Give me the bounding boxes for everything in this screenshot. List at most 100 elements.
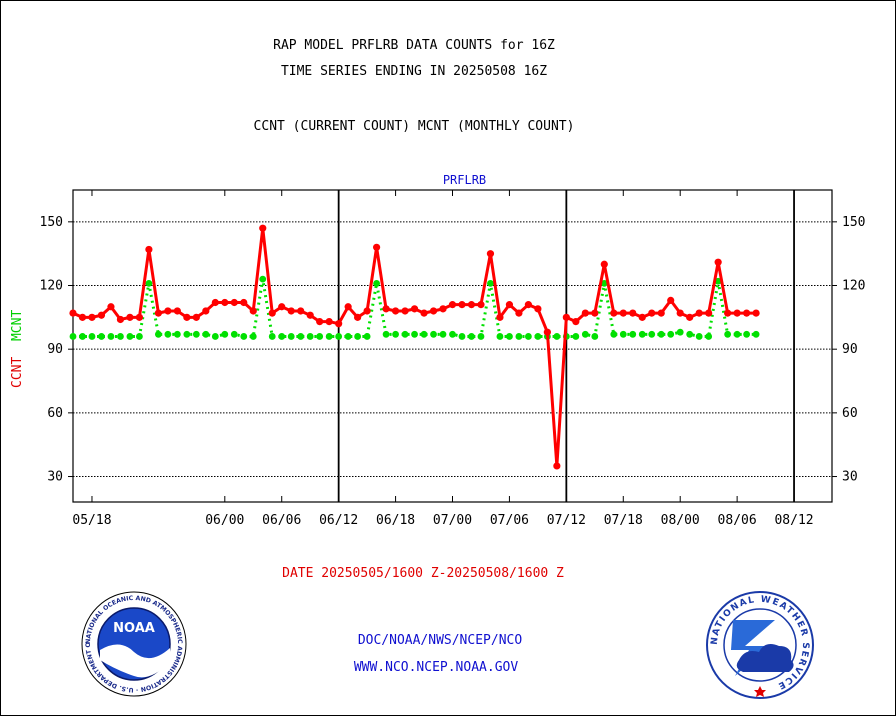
point-mcnt (164, 330, 172, 338)
chart-subtitle: CCNT (CURRENT COUNT) MCNT (MONTHLY COUNT… (253, 119, 575, 134)
x-tick-label: 08/12 (774, 513, 813, 528)
x-tick-label: 07/12 (547, 513, 586, 528)
point-ccnt (496, 313, 504, 321)
point-mcnt (202, 330, 210, 338)
point-mcnt (733, 330, 741, 338)
point-mcnt (439, 330, 447, 338)
point-ccnt (477, 301, 485, 309)
point-ccnt (705, 309, 713, 317)
point-mcnt (211, 333, 219, 340)
chart-title-line1: RAP MODEL PRFLRB DATA COUNTS for 16Z (273, 38, 555, 53)
y-tick-label-right: 90 (842, 342, 858, 357)
point-ccnt (648, 309, 656, 317)
x-tick-label: 06/12 (319, 513, 358, 528)
point-ccnt (135, 313, 144, 321)
point-ccnt (268, 309, 276, 317)
point-ccnt (192, 313, 200, 321)
y-tick-label-left: 30 (47, 470, 63, 485)
org-line-2: WWW.NCO.NCEP.NOAA.GOV (353, 660, 519, 675)
point-mcnt (752, 330, 760, 338)
point-mcnt (392, 330, 399, 338)
org-line-1: DOC/NOAA/NWS/NCEP/NCO (357, 633, 523, 648)
point-mcnt (306, 333, 314, 340)
point-ccnt (572, 317, 580, 326)
point-ccnt (676, 309, 684, 317)
point-mcnt (98, 333, 105, 340)
point-mcnt (192, 330, 200, 338)
point-ccnt (221, 298, 229, 307)
point-mcnt (695, 333, 703, 340)
point-mcnt (79, 333, 86, 340)
x-tick-label: 07/00 (433, 513, 472, 528)
point-mcnt (344, 333, 352, 340)
point-ccnt (410, 305, 419, 313)
y-tick-label-right: 150 (842, 215, 865, 230)
point-ccnt (325, 317, 333, 326)
point-mcnt (657, 330, 665, 338)
x-tick-label: 06/00 (205, 513, 244, 528)
point-ccnt (278, 303, 286, 311)
point-ccnt (164, 307, 172, 315)
point-mcnt (420, 330, 428, 338)
point-ccnt (382, 305, 390, 313)
point-mcnt (363, 333, 371, 340)
point-mcnt (354, 333, 362, 340)
point-mcnt (581, 330, 589, 338)
point-ccnt (752, 309, 760, 317)
point-ccnt (724, 309, 732, 317)
point-ccnt (638, 313, 646, 321)
point-mcnt (126, 333, 134, 340)
point-ccnt (448, 301, 457, 309)
point-mcnt (506, 333, 513, 340)
point-ccnt (306, 311, 314, 319)
point-ccnt (297, 307, 305, 315)
point-mcnt (705, 333, 713, 340)
point-ccnt (733, 309, 741, 317)
point-mcnt (686, 330, 694, 338)
point-ccnt (657, 309, 665, 317)
point-ccnt (619, 309, 627, 317)
point-ccnt (240, 298, 248, 307)
point-mcnt (401, 330, 409, 338)
point-mcnt (117, 333, 124, 340)
point-mcnt (249, 333, 257, 340)
point-mcnt (173, 330, 181, 338)
point-mcnt (724, 330, 732, 338)
point-ccnt (107, 303, 115, 311)
point-ccnt (486, 250, 495, 258)
point-mcnt (230, 330, 238, 338)
point-mcnt (411, 330, 418, 338)
point-mcnt (553, 333, 561, 340)
date-range-label: DATE 20250505/1600 Z-20250508/1600 Z (282, 566, 564, 581)
point-ccnt (458, 301, 466, 309)
point-mcnt (458, 333, 466, 340)
y-axis-label: CCNT MCNT (8, 310, 28, 390)
x-tick-label: 08/00 (661, 513, 700, 528)
y-tick-label-left: 90 (47, 342, 63, 357)
point-mcnt (430, 330, 437, 338)
point-mcnt (316, 333, 324, 340)
point-ccnt (344, 303, 352, 311)
point-ccnt (391, 307, 400, 315)
point-mcnt (743, 330, 751, 338)
point-ccnt (743, 309, 751, 317)
point-ccnt (97, 311, 106, 319)
point-ccnt (183, 313, 191, 321)
x-tick-label: 08/06 (718, 513, 757, 528)
point-mcnt (136, 333, 143, 340)
point-ccnt (287, 307, 295, 315)
point-mcnt (477, 333, 485, 340)
point-mcnt (259, 275, 267, 283)
noaa-logo: NATIONAL OCEANIC AND ATMOSPHERIC ADMINIS… (80, 590, 187, 697)
point-mcnt (154, 330, 162, 338)
point-mcnt (468, 333, 475, 340)
point-ccnt (505, 301, 514, 309)
point-ccnt (154, 309, 162, 317)
point-mcnt (145, 279, 153, 287)
point-mcnt (240, 333, 248, 340)
plot-frame (72, 189, 833, 503)
point-ccnt (88, 313, 96, 321)
point-ccnt (543, 328, 551, 336)
point-mcnt (487, 279, 494, 287)
